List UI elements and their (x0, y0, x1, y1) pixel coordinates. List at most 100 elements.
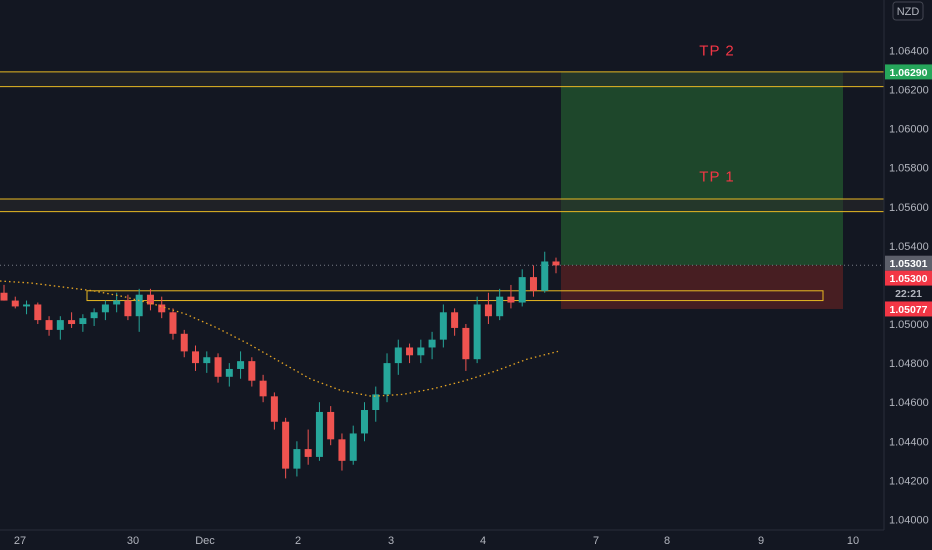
candle-body (203, 357, 211, 364)
candle-body (541, 261, 549, 291)
candle-body (496, 296, 504, 317)
candle-body (451, 312, 459, 328)
candle-body (282, 421, 290, 469)
y-tick-label: 1.06200 (889, 85, 929, 97)
y-tick-label: 1.06400 (889, 45, 929, 57)
stop-loss-tag-bg (885, 301, 932, 317)
stop-loss-tag-label: 1.05077 (890, 304, 928, 316)
candle-body (169, 312, 177, 334)
y-tick-label: 1.05400 (889, 241, 929, 253)
x-tick-label: 8 (664, 535, 670, 547)
candle-body (372, 394, 380, 411)
y-tick-label: 1.04200 (889, 475, 929, 487)
candle-body (124, 300, 132, 317)
candle-body (304, 449, 312, 457)
x-tick-label: 4 (480, 535, 486, 547)
candle-body (11, 300, 19, 307)
loss-zone (561, 265, 843, 309)
take-profit-tag-label: 1.06290 (890, 67, 928, 79)
candle-body (56, 320, 64, 330)
y-tick-label: 1.05800 (889, 163, 929, 175)
candle-body (293, 449, 301, 469)
current-price-tag-bg (885, 255, 932, 271)
y-tick-labels: 1.06400 1.06200 1.06000 1.05800 1.05600 1.054… (889, 45, 929, 526)
candle-body (518, 277, 526, 303)
x-tick-labels: 27 30 Dec 2 3 4 7 8 9 10 (14, 535, 859, 547)
annotation-label: TP 1 (699, 168, 734, 185)
x-tick-label: 2 (295, 535, 301, 547)
candle-body (552, 261, 560, 266)
candle-body (192, 351, 200, 364)
y-tick-label: 1.04600 (889, 397, 929, 409)
tp1-band-fill (0, 198, 884, 212)
candle-body (428, 339, 436, 348)
candle-body (270, 396, 278, 422)
take-profit-tag-bg (885, 64, 932, 80)
candle-body (349, 433, 357, 461)
entry-price-tag-label: 1.05300 (890, 273, 928, 285)
candle-body (394, 347, 402, 364)
candle-body (45, 320, 53, 330)
y-tick-label: 1.05600 (889, 202, 929, 214)
currency-badge-label: NZD (897, 6, 920, 18)
tp2-band-fill (0, 71, 884, 87)
candle-body (338, 439, 346, 461)
candle-body (383, 363, 391, 395)
y-tick-label: 1.04800 (889, 358, 929, 370)
moving-average-line (0, 280, 559, 397)
candle-body (146, 294, 154, 305)
candle-body (406, 347, 414, 356)
candle-body (79, 318, 87, 325)
candle-body (248, 361, 256, 381)
candle-body (360, 410, 368, 434)
candle-body (225, 368, 233, 377)
candle-body (90, 312, 98, 319)
countdown-tag-bg (885, 285, 932, 301)
candle-body (315, 411, 323, 457)
price-tags: 1.06290 1.05301 1.05300 22:21 1.05077 (885, 64, 932, 317)
x-tick-label: Dec (195, 535, 215, 547)
candle-body (135, 294, 143, 317)
candle-body (0, 292, 8, 301)
candle-body (259, 380, 267, 397)
candle-body (417, 347, 425, 356)
annotation-label: TP 2 (699, 42, 734, 59)
candle-body (23, 304, 31, 307)
x-tick-label: 7 (593, 535, 599, 547)
candle-body (237, 361, 245, 369)
candle-body (484, 304, 492, 317)
y-tick-label: 1.05000 (889, 319, 929, 331)
candle-body (68, 320, 76, 325)
candle-body (34, 304, 42, 321)
y-tick-label: 1.04000 (889, 514, 929, 526)
y-tick-label: 1.04400 (889, 436, 929, 448)
candle-body (507, 296, 515, 303)
candle-body (473, 304, 481, 360)
zones-layer (0, 71, 884, 309)
candle-body (462, 327, 470, 360)
time-axis[interactable] (0, 530, 932, 550)
candle-body (180, 333, 188, 352)
x-tick-label: 3 (388, 535, 394, 547)
x-tick-label: 9 (758, 535, 764, 547)
candles-layer (0, 251, 560, 479)
currency-badge[interactable]: NZD (892, 1, 924, 21)
profit-zone (561, 71, 843, 266)
candle-body (214, 357, 222, 377)
countdown-tag-label: 22:21 (895, 288, 922, 300)
candle-body (327, 411, 335, 440)
entry-price-tag-bg (885, 270, 932, 286)
candle-body (158, 304, 166, 313)
entry-zone (86, 290, 824, 302)
candle-body (439, 312, 447, 340)
annotations-layer: TP 2 TP 1 (699, 42, 734, 185)
x-tick-label: 10 (847, 535, 859, 547)
current-price-tag-label: 1.05301 (890, 258, 928, 270)
y-tick-label: 1.06000 (889, 124, 929, 136)
moving-average-layer (0, 280, 559, 397)
candle-body (101, 304, 109, 313)
x-tick-label: 30 (127, 535, 139, 547)
candle-body (113, 300, 121, 305)
candle-body (529, 277, 537, 291)
